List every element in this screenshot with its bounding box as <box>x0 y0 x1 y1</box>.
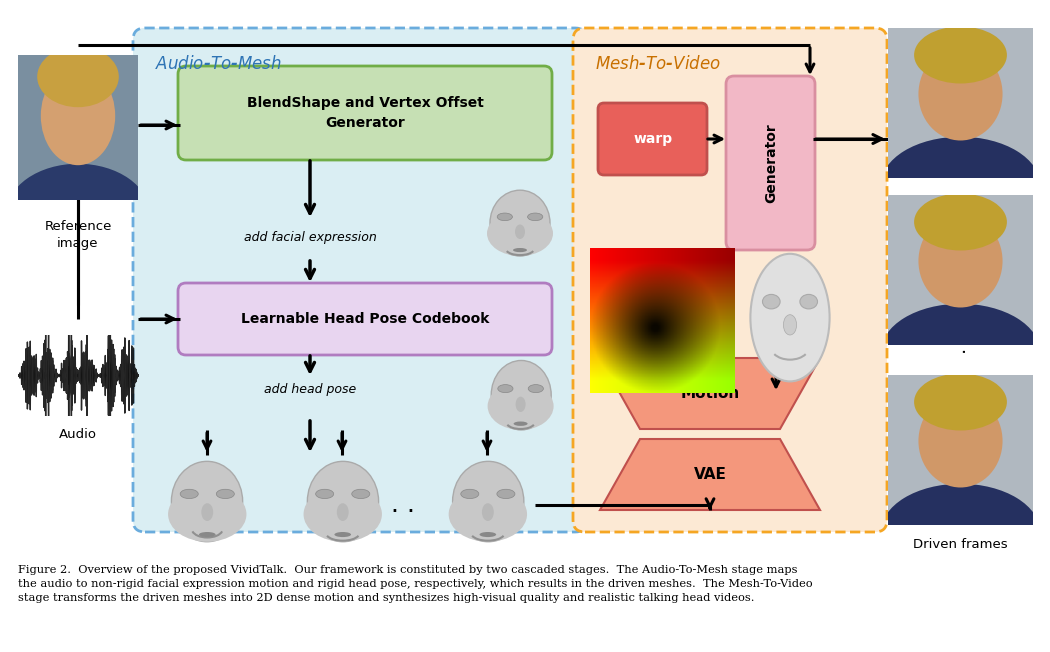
Ellipse shape <box>528 385 544 393</box>
Ellipse shape <box>453 462 524 542</box>
Ellipse shape <box>762 295 780 309</box>
Ellipse shape <box>316 489 334 499</box>
Text: add facial expression: add facial expression <box>244 231 376 244</box>
Text: Figure 2.  Overview of the proposed VividTalk.  Our framework is constituted by : Figure 2. Overview of the proposed Vivid… <box>18 565 813 603</box>
FancyBboxPatch shape <box>133 28 587 532</box>
Ellipse shape <box>498 213 512 220</box>
Ellipse shape <box>915 194 1007 250</box>
Ellipse shape <box>352 489 370 499</box>
Ellipse shape <box>881 484 1041 581</box>
FancyBboxPatch shape <box>598 103 707 175</box>
Ellipse shape <box>41 67 116 165</box>
Ellipse shape <box>181 489 198 499</box>
Ellipse shape <box>482 503 494 521</box>
Text: BlendShape and Vertex Offset
Generator: BlendShape and Vertex Offset Generator <box>247 96 483 130</box>
Text: . . .: . . . <box>375 493 415 517</box>
Ellipse shape <box>171 462 243 542</box>
FancyBboxPatch shape <box>573 28 887 532</box>
Text: $\mathit{Mesh}$-$\mathit{To}$-$\mathit{Video}$: $\mathit{Mesh}$-$\mathit{To}$-$\mathit{V… <box>595 55 721 73</box>
Ellipse shape <box>516 396 526 412</box>
FancyBboxPatch shape <box>178 66 552 160</box>
Text: Motion: Motion <box>680 386 739 401</box>
Polygon shape <box>600 439 820 510</box>
Ellipse shape <box>487 211 553 256</box>
Ellipse shape <box>6 164 150 265</box>
Text: Reference
image: Reference image <box>44 220 111 250</box>
Ellipse shape <box>800 295 818 309</box>
Ellipse shape <box>308 462 379 542</box>
Ellipse shape <box>751 254 830 381</box>
Text: . . .: . . . <box>950 322 969 353</box>
Ellipse shape <box>527 213 543 220</box>
Ellipse shape <box>168 487 247 542</box>
Ellipse shape <box>480 532 497 537</box>
Ellipse shape <box>461 489 479 499</box>
Ellipse shape <box>881 304 1041 401</box>
Text: VAE: VAE <box>694 467 727 482</box>
Ellipse shape <box>487 383 553 430</box>
Ellipse shape <box>37 46 119 107</box>
Ellipse shape <box>202 503 213 521</box>
Text: warp: warp <box>633 132 673 146</box>
Ellipse shape <box>216 489 234 499</box>
Ellipse shape <box>919 394 1003 488</box>
Text: $\mathit{Audio}$-$\mathit{To}$-$\mathit{Mesh}$: $\mathit{Audio}$-$\mathit{To}$-$\mathit{… <box>155 55 281 73</box>
Text: Learnable Head Pose Codebook: Learnable Head Pose Codebook <box>240 312 489 326</box>
Ellipse shape <box>915 27 1007 83</box>
Text: Audio: Audio <box>59 428 97 441</box>
Ellipse shape <box>919 48 1003 140</box>
Ellipse shape <box>919 215 1003 308</box>
Text: Driven frames: Driven frames <box>912 539 1007 552</box>
Ellipse shape <box>491 361 551 430</box>
Ellipse shape <box>514 224 525 239</box>
FancyBboxPatch shape <box>726 76 815 250</box>
Ellipse shape <box>334 532 351 537</box>
Ellipse shape <box>497 489 514 499</box>
Ellipse shape <box>498 385 513 393</box>
Ellipse shape <box>303 487 382 542</box>
FancyBboxPatch shape <box>178 283 552 355</box>
Ellipse shape <box>513 248 527 252</box>
Ellipse shape <box>915 374 1007 430</box>
Ellipse shape <box>490 190 550 256</box>
Text: add head pose: add head pose <box>264 383 356 396</box>
Ellipse shape <box>783 315 797 335</box>
Text: Generator: Generator <box>764 123 778 203</box>
Ellipse shape <box>198 532 215 537</box>
Ellipse shape <box>881 137 1041 234</box>
Polygon shape <box>600 358 820 429</box>
Ellipse shape <box>513 421 527 426</box>
Ellipse shape <box>448 487 527 542</box>
Ellipse shape <box>337 503 349 521</box>
